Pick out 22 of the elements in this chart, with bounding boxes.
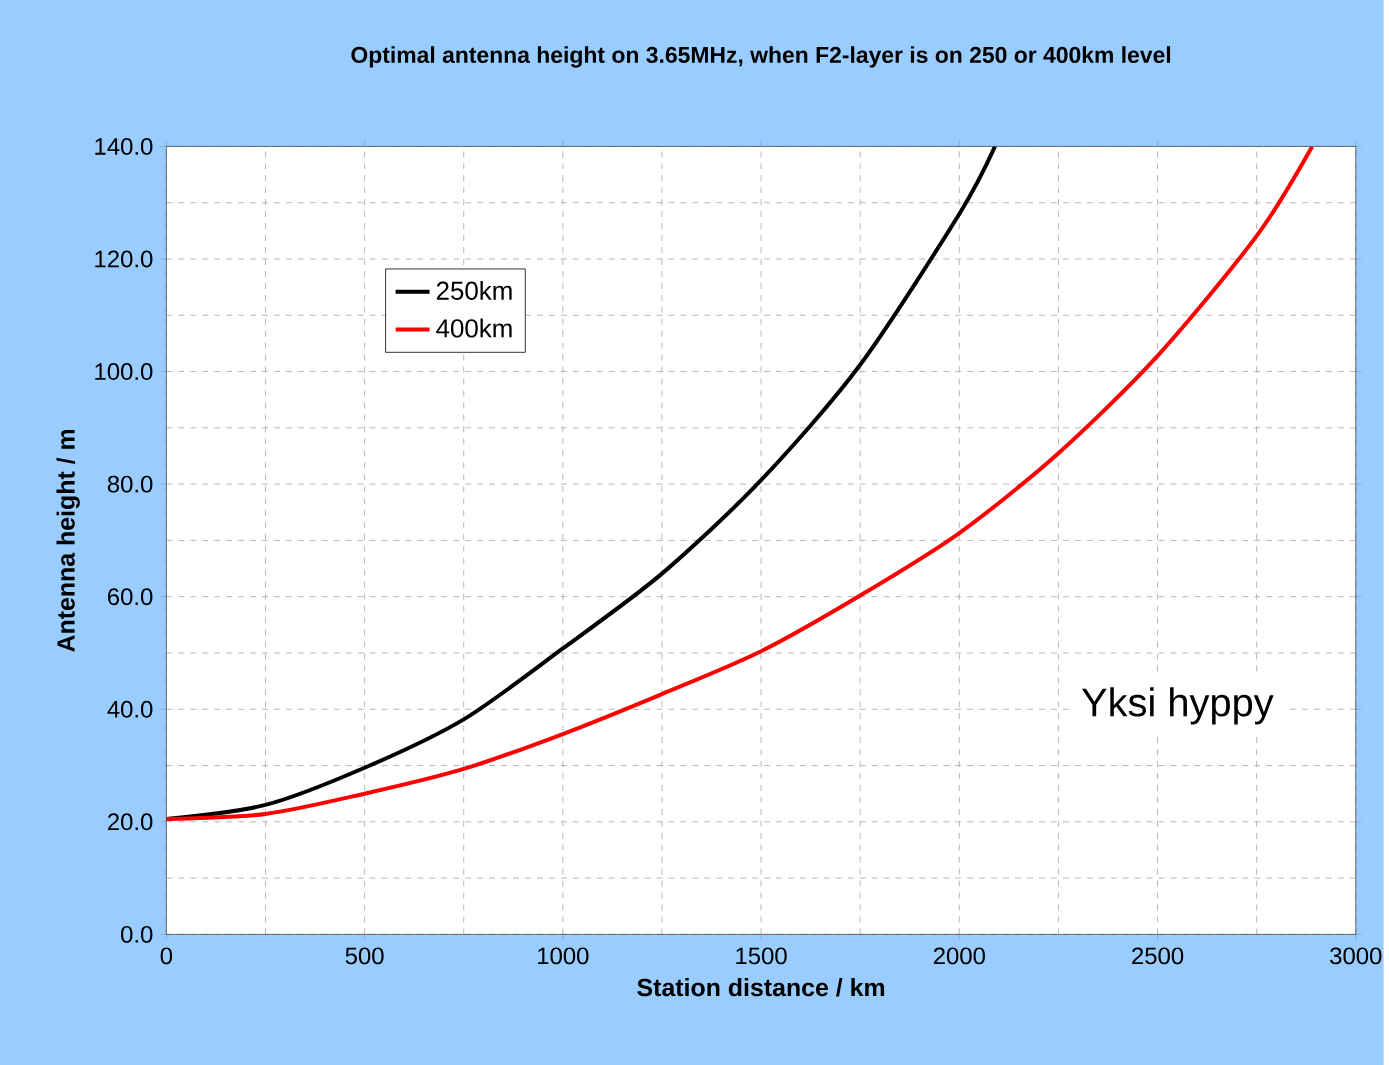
- y-tick-label: 20.0: [108, 813, 153, 831]
- legend-label: 250km: [436, 280, 512, 300]
- x-tick-label: 1000: [538, 947, 589, 965]
- x-tick-label: 1500: [736, 947, 787, 965]
- chart-title: Optimal antenna height on 3.65MHz, when F2-layer is on 250 or 400km level: [351, 46, 1171, 68]
- y-tick-label: 60.0: [108, 588, 153, 606]
- x-tick-label: 2500: [1132, 947, 1184, 965]
- y-tick-label: 100.0: [95, 363, 153, 381]
- y-tick-label: 140.0: [95, 138, 153, 155]
- y-tick-label: 0.0: [121, 925, 153, 943]
- annotation: Yksi hyppy: [1081, 687, 1274, 725]
- x-tick-label: 3000: [1330, 947, 1382, 965]
- x-tick-label: 0: [160, 947, 173, 965]
- line-series: [166, 146, 1315, 822]
- x-tick-label: 2000: [933, 947, 985, 965]
- y-tick-label: 120.0: [95, 250, 153, 268]
- x-tick-label: 500: [345, 947, 384, 965]
- x-axis-title: Station distance / km: [637, 978, 885, 997]
- y-tick-label: 40.0: [107, 700, 153, 718]
- legend-label: 400km: [436, 318, 512, 338]
- y-axis-title: Antenna height / m: [56, 429, 80, 652]
- y-tick-label: 80.0: [107, 475, 153, 493]
